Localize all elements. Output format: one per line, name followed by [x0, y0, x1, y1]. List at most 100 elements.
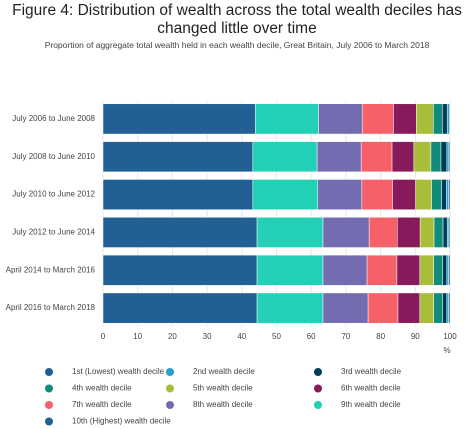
- y-tick-label: July 2012 to June 2014: [12, 228, 95, 237]
- bar-segment: [448, 179, 451, 210]
- bar-segment: [442, 103, 448, 135]
- legend-marker: [45, 368, 53, 376]
- bar-segment: [413, 141, 432, 173]
- chart-title: Figure 4: Distribution of wealth across …: [12, 2, 462, 37]
- bar-segment: [367, 292, 399, 324]
- x-axis-label: %: [443, 346, 450, 355]
- bar-segment: [441, 179, 447, 210]
- bar-segment: [433, 217, 444, 248]
- bar-segment: [446, 141, 450, 173]
- legend-label: 10th (Highest) wealth decile: [72, 417, 171, 426]
- bar-segment: [392, 179, 416, 210]
- bar-segment: [397, 217, 421, 248]
- bar-segment: [102, 179, 254, 210]
- y-tick-label: July 2010 to June 2012: [12, 190, 95, 199]
- bar-segment: [419, 292, 434, 324]
- bar-segment: [391, 141, 415, 173]
- bar-segment: [366, 254, 398, 286]
- x-tick-label: 100: [443, 332, 457, 341]
- y-tick-label: April 2014 to March 2016: [6, 265, 96, 274]
- bar-segment: [397, 292, 421, 324]
- bar-segment: [252, 179, 319, 210]
- bar-segment: [102, 103, 256, 135]
- bar-segment: [102, 254, 258, 286]
- legend-label: 1st (Lowest) wealth decile: [72, 367, 165, 376]
- y-tick-label: July 2006 to June 2008: [12, 114, 95, 123]
- legend-marker: [314, 368, 322, 376]
- bar-segment: [449, 103, 451, 135]
- legend-label: 6th wealth decile: [341, 384, 401, 393]
- x-tick-label: 20: [168, 332, 177, 341]
- bar-segment: [361, 179, 393, 210]
- legend-label: 9th wealth decile: [341, 400, 401, 409]
- x-tick-label: 40: [237, 332, 246, 341]
- bar-segment: [446, 217, 450, 248]
- bar-segment: [368, 217, 398, 248]
- legend-marker: [166, 401, 174, 409]
- bar-segment: [448, 254, 451, 286]
- legend-marker: [45, 401, 53, 409]
- y-tick-label: April 2016 to March 2018: [6, 303, 96, 312]
- legend-marker: [314, 384, 322, 393]
- bar-segment: [446, 292, 449, 324]
- x-tick-label: 30: [203, 332, 212, 341]
- bar-segment: [448, 292, 451, 324]
- legend-marker: [45, 417, 53, 426]
- bar-segment: [448, 217, 451, 248]
- bar-segment: [442, 292, 448, 324]
- bar-segment: [433, 254, 443, 286]
- bar-segment: [396, 254, 421, 286]
- x-tick-label: 50: [272, 332, 281, 341]
- legend-label: 8th wealth decile: [193, 400, 253, 409]
- bar-segment: [433, 103, 443, 135]
- x-tick-label: 70: [341, 332, 350, 341]
- bar-segment: [419, 254, 434, 286]
- bar-segment: [317, 179, 363, 210]
- y-tick-label: July 2008 to June 2010: [12, 152, 95, 161]
- bar-segment: [256, 254, 324, 286]
- x-tick-label: 80: [376, 332, 385, 341]
- chart-subtitle: Proportion of aggregate total wealth hel…: [44, 40, 430, 50]
- x-tick-label: 10: [133, 332, 142, 341]
- bar-segment: [416, 103, 434, 135]
- bar-segment: [256, 292, 324, 324]
- legend-label: 5th wealth decile: [193, 384, 253, 393]
- legend-label: 7th wealth decile: [72, 400, 132, 409]
- bar-segment: [256, 217, 324, 248]
- bar-segment: [360, 141, 393, 173]
- bar-segment: [440, 141, 448, 173]
- x-tick-label: 90: [411, 332, 420, 341]
- legend-label: 2nd wealth decile: [193, 367, 255, 376]
- bar-segment: [442, 217, 448, 248]
- bar-segment: [322, 217, 370, 248]
- legend-marker: [45, 384, 53, 393]
- x-tick-label: 60: [307, 332, 316, 341]
- bar-segment: [431, 179, 442, 210]
- bar-segment: [419, 217, 435, 248]
- legend-marker: [166, 368, 174, 376]
- bar-segment: [446, 254, 449, 286]
- bar-segment: [446, 103, 450, 135]
- bar-segment: [322, 292, 369, 324]
- legend-marker: [314, 401, 322, 409]
- bar-segment: [430, 141, 442, 173]
- bar-segment: [442, 254, 448, 286]
- bar-segment: [318, 103, 363, 135]
- bar-segment: [415, 179, 432, 210]
- bar-segment: [361, 103, 394, 135]
- bar-segment: [252, 141, 318, 173]
- bar-segment: [433, 292, 443, 324]
- legend-marker: [166, 384, 174, 393]
- bar-segment: [102, 141, 254, 173]
- bar-segment: [446, 179, 449, 210]
- bar-segment: [255, 103, 319, 135]
- bar-segment: [393, 103, 417, 135]
- legend-label: 4th wealth decile: [72, 384, 132, 393]
- legend-label: 3rd wealth decile: [341, 367, 402, 376]
- bar-segment: [102, 217, 258, 248]
- bar-segment: [102, 292, 258, 324]
- x-tick-label: 0: [101, 332, 106, 341]
- bar-segment: [322, 254, 368, 286]
- bar-segment: [448, 141, 451, 173]
